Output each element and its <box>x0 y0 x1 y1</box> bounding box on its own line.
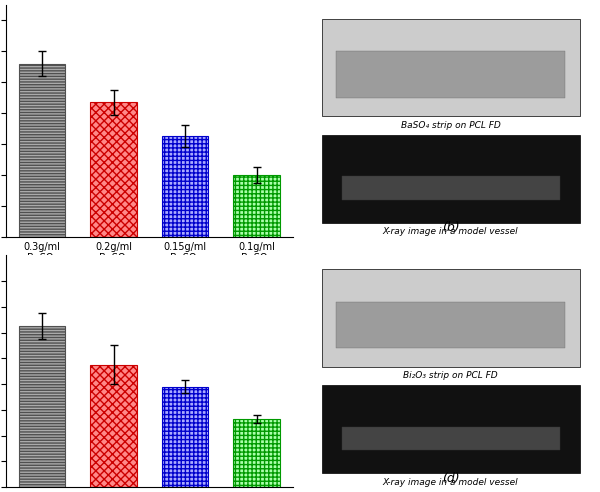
Bar <box>91 365 137 487</box>
FancyBboxPatch shape <box>336 302 565 348</box>
X-axis label: (a): (a) <box>140 266 158 279</box>
FancyBboxPatch shape <box>322 19 580 116</box>
Text: (b): (b) <box>442 221 460 234</box>
Bar <box>162 387 208 487</box>
FancyBboxPatch shape <box>322 135 580 223</box>
Bar <box>233 175 280 237</box>
Text: Bi₂O₃ strip on PCL FD: Bi₂O₃ strip on PCL FD <box>403 371 498 380</box>
FancyBboxPatch shape <box>336 51 565 97</box>
Text: X-ray image in a model vessel: X-ray image in a model vessel <box>383 227 518 237</box>
FancyBboxPatch shape <box>341 177 560 200</box>
Bar <box>91 102 137 237</box>
Bar <box>233 419 280 487</box>
Bar <box>162 136 208 237</box>
Bar <box>19 63 65 237</box>
Text: BaSO₄ strip on PCL FD: BaSO₄ strip on PCL FD <box>401 121 500 130</box>
Text: X-ray image in a model vessel: X-ray image in a model vessel <box>383 478 518 487</box>
FancyBboxPatch shape <box>322 269 580 367</box>
Bar <box>19 326 65 487</box>
FancyBboxPatch shape <box>341 427 560 450</box>
FancyBboxPatch shape <box>322 385 580 473</box>
Text: (d): (d) <box>442 472 460 485</box>
